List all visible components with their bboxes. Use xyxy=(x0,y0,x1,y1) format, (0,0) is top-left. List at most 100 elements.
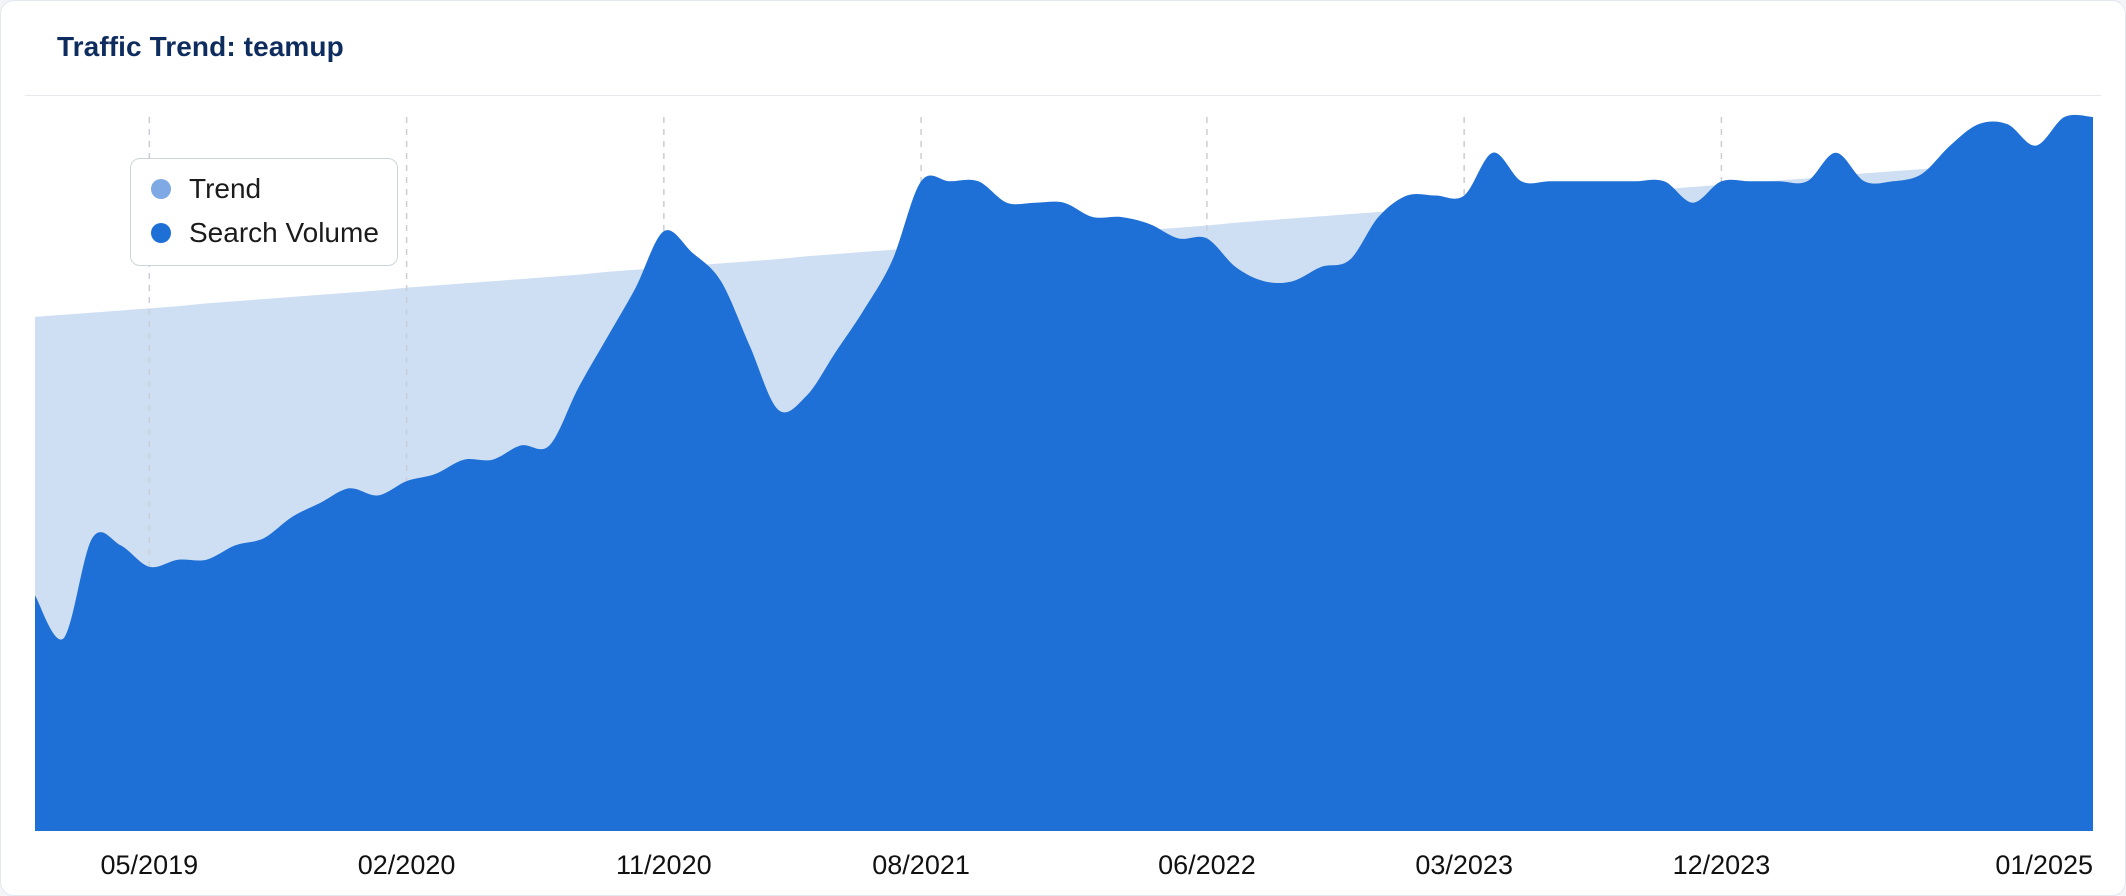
trend-point-04-2020 xyxy=(461,280,467,286)
trend-point-07-2020 xyxy=(547,274,553,280)
search-volume-point-01-2021 xyxy=(718,278,724,284)
trend-point-02-2021 xyxy=(747,258,753,264)
search-volume-point-11-2022 xyxy=(1347,257,1353,263)
trend-point-04-2023 xyxy=(1490,200,1496,206)
x-tick-label-06-2022: 06/2022 xyxy=(1158,850,1256,880)
trend-point-03-2021 xyxy=(775,256,781,262)
trend-point-08-2024 xyxy=(1947,164,1953,170)
trend-point-01-2023 xyxy=(1404,207,1410,213)
search-volume-point-07-2019 xyxy=(204,557,210,563)
trend-point-04-2019 xyxy=(118,308,124,314)
trend-point-05-2023 xyxy=(1518,198,1524,204)
search-volume-point-04-2022 xyxy=(1147,221,1153,227)
trend-point-03-2024 xyxy=(1804,175,1810,181)
search-volume-point-04-2023 xyxy=(1490,150,1496,156)
trend-point-01-2021 xyxy=(718,260,724,266)
search-volume-point-11-2019 xyxy=(318,500,324,506)
search-volume-point-02-2020 xyxy=(404,478,410,484)
search-volume-point-01-2023 xyxy=(1404,193,1410,199)
trend-point-11-2020 xyxy=(661,265,667,271)
search-volume-point-02-2022 xyxy=(1090,214,1096,220)
trend-point-10-2023 xyxy=(1661,186,1667,192)
trend-point-06-2021 xyxy=(861,249,867,255)
search-volume-point-09-2021 xyxy=(947,178,953,184)
trend-point-09-2022 xyxy=(1290,215,1296,221)
trend-point-11-2023 xyxy=(1690,184,1696,190)
search-volume-point-10-2021 xyxy=(975,178,981,184)
search-volume-point-10-2019 xyxy=(289,514,295,520)
trend-point-01-2024 xyxy=(1747,180,1753,186)
search-volume-point-12-2024 xyxy=(2061,114,2067,120)
x-axis-tick-labels: 05/2019 02/2020 11/2020 08/2021 06/2022 03/20… xyxy=(101,850,2093,880)
trend-point-06-2023 xyxy=(1547,195,1553,201)
x-tick-label-02-2020: 02/2020 xyxy=(358,850,456,880)
trend-point-05-2019 xyxy=(146,305,152,311)
trend-point-09-2023 xyxy=(1633,188,1639,194)
trend-point-05-2022 xyxy=(1175,225,1181,231)
x-tick-label-03-2023: 03/2023 xyxy=(1415,850,1513,880)
x-tick-label-05-2019: 05/2019 xyxy=(101,850,199,880)
trend-point-04-2024 xyxy=(1833,173,1839,179)
search-volume-point-10-2023 xyxy=(1661,178,1667,184)
search-volume-point-06-2022 xyxy=(1204,235,1210,241)
trend-point-01-2025 xyxy=(2090,153,2096,159)
trend-point-03-2019 xyxy=(89,310,95,316)
x-tick-label-11-2020: 11/2020 xyxy=(616,850,712,880)
trend-point-03-2020 xyxy=(432,283,438,289)
search-volume-point-11-2023 xyxy=(1690,200,1696,206)
search-volume-point-03-2021 xyxy=(775,407,781,413)
legend-label-search-volume: Search Volume xyxy=(189,217,379,248)
search-volume-point-10-2022 xyxy=(1318,264,1324,270)
trend-point-09-2021 xyxy=(947,243,953,249)
search-volume-point-12-2020 xyxy=(689,250,695,256)
search-volume-point-03-2023 xyxy=(1461,193,1467,199)
legend-item-search-volume[interactable]: Search Volume xyxy=(151,217,379,249)
search-volume-point-09-2020 xyxy=(604,335,610,341)
search-volume-point-07-2021 xyxy=(890,257,896,263)
trend-point-01-2022 xyxy=(1061,233,1067,239)
legend-item-trend[interactable]: Trend xyxy=(151,173,261,205)
trend-point-10-2022 xyxy=(1318,213,1324,219)
search-volume-point-09-2019 xyxy=(261,535,267,541)
trend-point-06-2022 xyxy=(1204,223,1210,229)
trend-point-05-2024 xyxy=(1861,170,1867,176)
search-volume-point-12-2021 xyxy=(1032,200,1038,206)
trend-point-08-2023 xyxy=(1604,191,1610,197)
search-volume-point-08-2022 xyxy=(1261,278,1267,284)
trend-point-12-2019 xyxy=(346,290,352,296)
search-volume-point-01-2025 xyxy=(2090,114,2096,120)
trend-point-04-2021 xyxy=(804,253,810,259)
search-volume-point-08-2021 xyxy=(918,178,924,184)
search-volume-point-04-2024 xyxy=(1833,150,1839,156)
search-volume-point-05-2019 xyxy=(146,564,152,570)
search-volume-point-06-2021 xyxy=(861,307,867,313)
trend-point-08-2021 xyxy=(918,245,924,251)
x-tick-label-08-2021: 08/2021 xyxy=(872,850,970,880)
search-volume-point-08-2023 xyxy=(1604,178,1610,184)
search-volume-point-09-2022 xyxy=(1290,278,1296,284)
search-volume-point-11-2020 xyxy=(661,228,667,234)
series-search-volume-area xyxy=(35,114,2093,831)
trend-point-12-2023 xyxy=(1718,182,1724,188)
legend-marker-search-volume xyxy=(151,223,171,243)
search-volume-point-05-2024 xyxy=(1861,178,1867,184)
search-volume-point-09-2023 xyxy=(1633,178,1639,184)
trend-point-06-2024 xyxy=(1890,168,1896,174)
trend-point-09-2024 xyxy=(1976,162,1982,168)
trend-point-08-2020 xyxy=(575,272,581,278)
trend-point-08-2019 xyxy=(232,298,238,304)
search-volume-point-06-2019 xyxy=(175,557,181,563)
card-title: Traffic Trend: teamup xyxy=(57,31,344,62)
search-volume-point-02-2019 xyxy=(61,635,67,641)
trend-point-10-2021 xyxy=(975,240,981,246)
chart-legend: Trend Search Volume xyxy=(130,158,398,266)
trend-point-07-2021 xyxy=(890,247,896,253)
search-volume-point-05-2021 xyxy=(832,350,838,356)
trend-point-02-2024 xyxy=(1776,178,1782,184)
legend-label-trend: Trend xyxy=(189,173,262,204)
search-volume-point-05-2020 xyxy=(489,457,495,463)
search-volume-point-03-2022 xyxy=(1118,214,1124,220)
trend-point-09-2020 xyxy=(604,269,610,275)
legend-marker-trend xyxy=(151,179,171,199)
